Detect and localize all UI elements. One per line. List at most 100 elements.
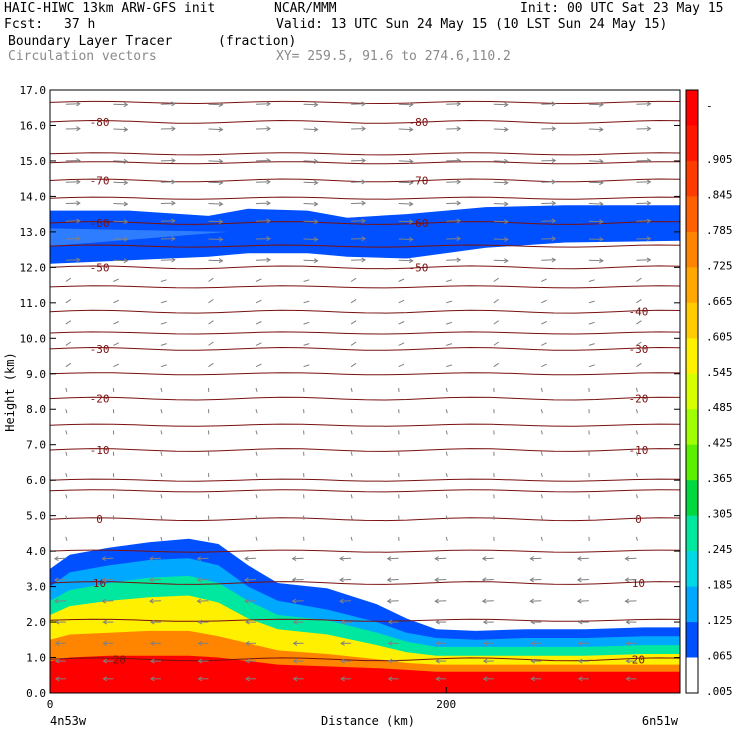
wind-vector [530,557,542,560]
wind-vector-head [171,101,176,107]
wind-vector [244,579,257,581]
wind-vector-head [313,126,319,132]
wind-vector-head [386,556,392,562]
wind-vector [445,472,448,478]
wind-vector [636,362,642,368]
wind-vector-head [171,200,176,206]
contour-line [49,448,681,452]
wind-vector-head [171,257,176,263]
y-tick-label: 1.0 [26,652,46,665]
y-tick-label: 13.0 [20,226,47,239]
wind-vector [540,409,543,414]
wind-vector [208,341,214,346]
wind-vector-head [218,219,224,225]
colorbar-label: .425 [706,437,733,450]
wind-vector-head [386,598,392,604]
wind-vector [255,430,258,435]
contour-line [49,244,681,248]
wind-vector [350,387,353,392]
wind-vector-head [576,598,582,604]
y-tick-label: 14.0 [20,190,47,203]
wind-vector-head [504,219,509,225]
wind-vector-head [123,236,129,242]
field-units: (fraction) [218,34,297,49]
wind-vector-head [196,556,202,562]
colorbar-label: .365 [706,472,733,485]
wind-vector [398,299,405,304]
contour-label: -50 [409,261,429,274]
wind-vector [340,557,352,560]
wind-vector [255,515,258,520]
wind-vector [350,494,353,499]
wind-vector-head [456,101,462,107]
wind-vector-head [599,180,604,186]
wind-vector [292,557,304,560]
wind-vector [303,321,310,325]
plot-frame [49,89,681,694]
wind-vector-head [576,556,582,562]
wind-vector-head [76,179,81,185]
y-tick-label: 0.0 [26,687,46,700]
colorbar-label: .305 [706,508,733,521]
wind-vector [398,103,413,106]
wind-vector-head [361,257,367,263]
wind-vector [445,494,448,499]
wind-vector-head [102,676,108,682]
wind-vector-head [171,179,176,185]
wind-vector [303,203,318,205]
y-tick-label: 6.0 [26,474,46,487]
wind-vector-head [149,577,154,583]
wind-vector [65,298,72,304]
wind-vector-head [504,201,509,207]
wind-vector-head [625,619,631,625]
contour-label: -70 [409,174,429,187]
wind-vector-head [197,676,203,682]
wind-vector-head [408,258,414,264]
x-tick-label: 0 [47,698,54,711]
contour-line [49,372,681,376]
wind-vector [255,494,258,499]
wind-vector [635,387,638,392]
wind-vector [577,557,589,560]
wind-vector-head [456,126,462,132]
colorbar-swatch [686,373,698,410]
wind-vector [160,536,163,541]
wind-vector-head [456,158,462,164]
field-name: Boundary Layer Tracer [8,34,173,49]
wind-vector [445,409,448,414]
wind-vector-head [149,640,155,646]
wind-vector-head [245,658,250,664]
wind-vector [208,298,214,304]
wind-vector-head [340,640,345,646]
colorbar-swatch [686,196,698,233]
wind-vector-head [529,577,535,583]
wind-vector-head [123,219,129,225]
wind-vector-head [577,640,583,646]
wind-vector [350,277,357,282]
axes-layer: 0.0 1.0 2.0 3.0 4.0 5.0 6.0 7.0 8.0 9.0 10.0 11.0 12… [20,84,680,711]
wind-vector [588,238,603,240]
wind-vector-head [482,676,488,682]
colorbar-label: .785 [706,224,733,237]
colorbar-swatch [686,551,698,588]
wind-vector-head [625,676,631,682]
wind-vector-head [599,258,604,264]
wind-vector [255,278,262,282]
wind-vector [54,579,66,581]
wind-vector [208,277,214,282]
wind-vector-head [171,126,176,132]
contour-label: -70 [90,174,110,187]
wind-vector [208,203,223,205]
wind-vector [292,579,304,581]
wind-vector-head [408,180,414,186]
wind-vector [65,387,68,392]
init-time: Init: 00 UTC Sat 23 May 15 [520,1,724,16]
wind-vector [446,321,453,325]
wind-vector-head [313,102,319,108]
forecast-hours: 37 h [64,17,96,32]
wind-vector-head [577,658,583,664]
colorbar-swatch [686,515,698,552]
contour-label: 10 [632,577,645,590]
y-tick-label: 12.0 [20,261,47,274]
